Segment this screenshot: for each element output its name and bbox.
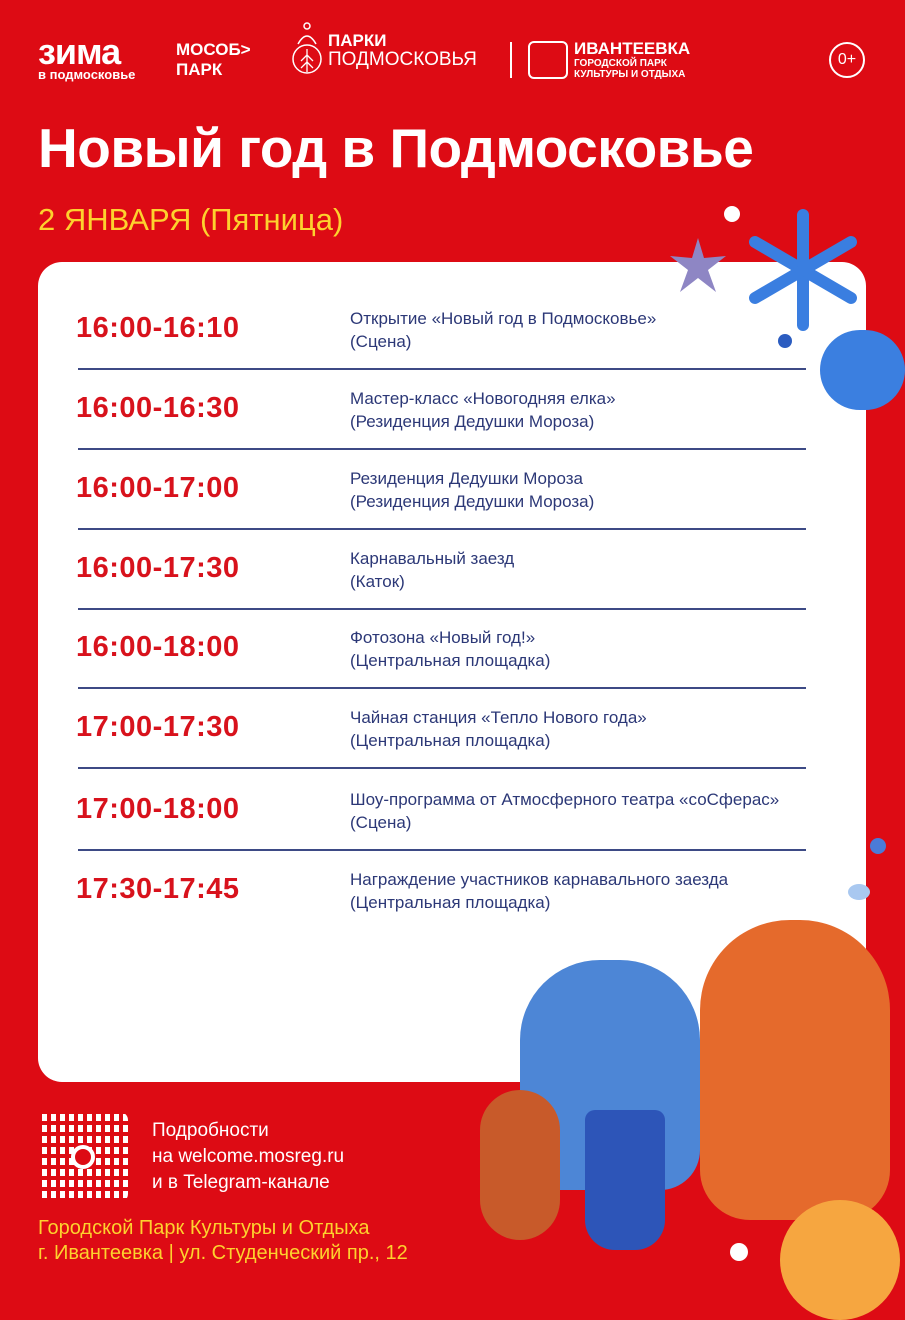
info-text: Подробности на welcome.mosreg.ru и в Tel… bbox=[152, 1118, 344, 1196]
event-place: (Центральная площадка) bbox=[350, 651, 551, 670]
event-details: Резиденция Дедушки Мороза (Резиденция Дед… bbox=[350, 467, 594, 513]
event-title: Карнавальный заезд bbox=[350, 549, 515, 568]
event-place: (Каток) bbox=[350, 572, 405, 591]
event-place: (Центральная площадка) bbox=[350, 731, 551, 750]
row-divider bbox=[78, 528, 806, 530]
event-title: Шоу-программа от Атмосферного театра «со… bbox=[350, 790, 780, 809]
row-divider bbox=[78, 849, 806, 851]
event-details: Награждение участников карнавального зае… bbox=[350, 868, 728, 914]
logo-zima-sub: в подмосковье bbox=[38, 67, 136, 82]
star-decoration-icon bbox=[670, 238, 726, 292]
event-time: 16:00-17:30 bbox=[76, 552, 240, 584]
logo-zima-main: зима bbox=[38, 31, 121, 72]
schedule-row: 16:00-18:00 Фотозона «Новый год!» (Центра… bbox=[76, 609, 806, 689]
info-line-3: и в Telegram-канале bbox=[152, 1172, 330, 1193]
logo-parks-line2: ПОДМОСКОВЬЯ bbox=[328, 48, 477, 70]
logo-mosoblpark: МОСОБ> ПАРК bbox=[176, 40, 251, 80]
squirrel-figure bbox=[480, 1090, 560, 1240]
orange-slice-decoration bbox=[780, 1200, 900, 1320]
event-title: Мастер-класс «Новогодняя елка» bbox=[350, 389, 616, 408]
event-place: (Центральная площадка) bbox=[350, 893, 551, 912]
schedule-row: 17:00-18:00 Шоу-программа от Атмосферног… bbox=[76, 771, 806, 851]
event-time: 16:00-18:00 bbox=[76, 631, 240, 663]
logo-mosobl-line1: МОСОБ> bbox=[176, 40, 251, 59]
event-time: 17:30-17:45 bbox=[76, 873, 240, 905]
event-time: 16:00-17:00 bbox=[76, 472, 240, 504]
row-divider bbox=[78, 608, 806, 610]
event-details: Шоу-программа от Атмосферного театра «со… bbox=[350, 788, 779, 834]
logo-parks: ПАРКИ ПОДМОСКОВЬЯ bbox=[292, 22, 477, 78]
schedule-row: 16:00-17:00 Резиденция Дедушки Мороза (Ре… bbox=[76, 450, 806, 530]
event-place: (Сцена) bbox=[350, 332, 412, 351]
info-line-1: Подробности bbox=[152, 1120, 269, 1141]
event-details: Открытие «Новый год в Подмосковье» (Сцена… bbox=[350, 307, 656, 353]
event-time: 16:00-16:30 bbox=[76, 392, 240, 424]
event-time: 17:00-18:00 bbox=[76, 793, 240, 825]
event-time: 16:00-16:10 bbox=[76, 312, 240, 344]
address-line-1: Городской Парк Культуры и Отдыха bbox=[38, 1217, 370, 1239]
address: Городской Парк Культуры и Отдыха г. Иван… bbox=[38, 1216, 408, 1266]
event-title: Резиденция Дедушки Мороза bbox=[350, 469, 583, 488]
event-title: Награждение участников карнавального зае… bbox=[350, 870, 729, 889]
park-emblem-icon bbox=[528, 41, 568, 79]
age-rating-badge: 0+ bbox=[829, 42, 865, 78]
telegram-icon bbox=[71, 1145, 95, 1169]
event-place: (Резиденция Дедушки Мороза) bbox=[350, 492, 595, 511]
logo-ivan-line3: КУЛЬТУРЫ И ОТДЫХА bbox=[574, 69, 686, 80]
schedule-row: 16:00-17:30 Карнавальный заезд (Каток) bbox=[76, 530, 806, 610]
schedule-row: 17:00-17:30 Чайная станция «Тепло Нового… bbox=[76, 689, 806, 769]
event-details: Фотозона «Новый год!» (Центральная площад… bbox=[350, 626, 550, 672]
event-title: Чайная станция «Тепло Нового года» bbox=[350, 708, 647, 727]
logo-ivan-line2: ГОРОДСКОЙ ПАРК bbox=[574, 58, 667, 69]
logo-zima: зима в подмосковье bbox=[38, 31, 136, 82]
event-place: (Сцена) bbox=[350, 813, 412, 832]
event-details: Мастер-класс «Новогодняя елка» (Резиденци… bbox=[350, 387, 616, 433]
row-divider bbox=[78, 368, 806, 370]
logo-ivan-line1: ИВАНТЕЕВКА bbox=[574, 39, 691, 58]
event-date: 2 ЯНВАРЯ (Пятница) bbox=[38, 202, 344, 237]
event-time: 17:00-17:30 bbox=[76, 711, 240, 743]
event-details: Чайная станция «Тепло Нового года» (Центр… bbox=[350, 706, 647, 752]
logo-mosobl-line2: ПАРК bbox=[176, 60, 223, 79]
event-title: Фотозона «Новый год!» bbox=[350, 628, 536, 647]
snowflake-icon bbox=[749, 209, 857, 331]
schedule-row: 16:00-16:30 Мастер-класс «Новогодняя елк… bbox=[76, 370, 806, 450]
row-divider bbox=[78, 687, 806, 689]
event-details: Карнавальный заезд (Каток) bbox=[350, 547, 514, 593]
lantern-figure bbox=[585, 1110, 665, 1250]
event-title: Открытие «Новый год в Подмосковье» bbox=[350, 309, 657, 328]
address-line-2: г. Ивантеевка | ул. Студенческий пр., 12 bbox=[38, 1242, 408, 1264]
logo-ivanteevka: ИВАНТЕЕВКА ГОРОДСКОЙ ПАРК КУЛЬТУРЫ И ОТД… bbox=[528, 40, 690, 80]
qr-code[interactable] bbox=[38, 1112, 128, 1202]
mitten-decoration bbox=[820, 330, 905, 410]
info-line-2: на welcome.mosreg.ru bbox=[152, 1146, 345, 1167]
event-place: (Резиденция Дедушки Мороза) bbox=[350, 412, 595, 431]
row-divider bbox=[78, 448, 806, 450]
schedule-row: 16:00-16:10 Открытие «Новый год в Подмос… bbox=[76, 290, 806, 370]
logo-parks-line1: ПАРКИ bbox=[328, 30, 387, 50]
bear-figure bbox=[700, 920, 890, 1220]
ornament-icon bbox=[292, 22, 322, 74]
row-divider bbox=[78, 767, 806, 769]
logo-divider bbox=[510, 42, 512, 78]
schedule-row: 17:30-17:45 Награждение участников карна… bbox=[76, 851, 806, 931]
page-title: Новый год в Подмосковье bbox=[38, 117, 754, 179]
